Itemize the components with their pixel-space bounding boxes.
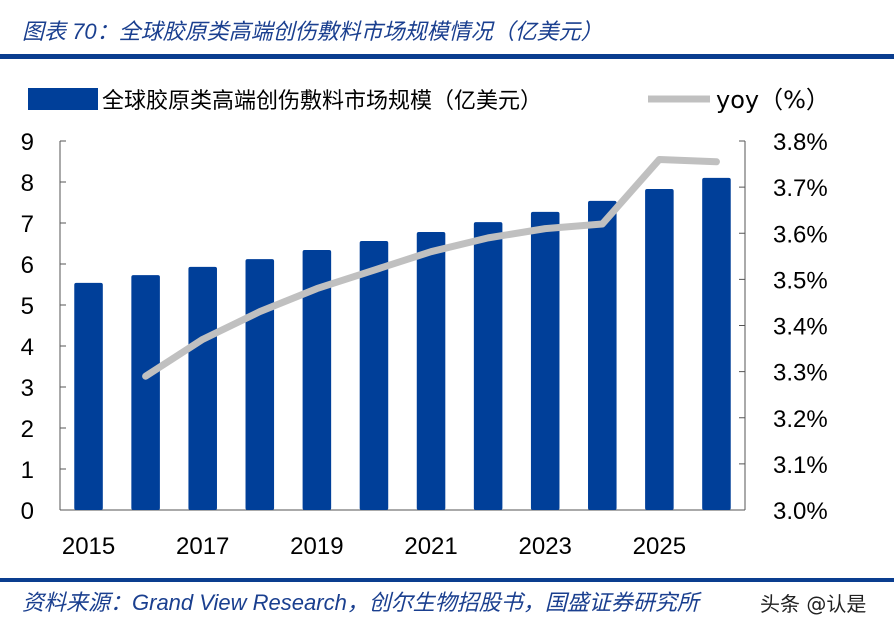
y-left-tick-label: 3: [21, 375, 34, 402]
x-tick-label: 2015: [62, 533, 115, 560]
y-left-tick-label: 2: [21, 416, 34, 443]
y-left-tick-label: 0: [21, 498, 34, 525]
bar-2024: [588, 200, 617, 511]
top-divider: [0, 54, 894, 59]
bar-2020: [359, 241, 389, 511]
y-left-tick-label: 1: [21, 457, 34, 484]
y-right-tick-label: 3.8%: [773, 129, 828, 156]
watermark: 头条 @认是: [760, 592, 867, 616]
legend-bar-label: 全球胶原类高端创伤敷料市场规模（亿美元）: [102, 89, 542, 114]
y-right-tick-label: 3.3%: [773, 360, 828, 387]
y-right-tick-label: 3.0%: [773, 498, 828, 525]
x-tick-label: 2023: [519, 533, 572, 560]
y-left-tick-label: 8: [21, 170, 34, 197]
y-left-tick-label: 6: [21, 252, 34, 279]
bar-2017: [188, 266, 217, 510]
legend: 全球胶原类高端创伤敷料市场规模（亿美元） yoy（%）: [28, 86, 830, 114]
bar-2018: [245, 259, 275, 510]
legend-line-label: yoy（%）: [716, 86, 830, 114]
y-left-tick-label: 7: [21, 211, 34, 238]
bar-2021: [416, 232, 446, 510]
bar-2019: [302, 250, 332, 510]
y-right-tick-label: 3.7%: [773, 175, 828, 202]
bar-2026: [702, 177, 731, 510]
legend-bar-swatch: [28, 88, 98, 110]
bottom-divider: [0, 578, 894, 582]
y-right-tick-label: 3.1%: [773, 452, 828, 479]
y-right-tick-label: 3.2%: [773, 406, 828, 433]
bar-2022: [473, 222, 503, 510]
y-right-tick-label: 3.6%: [773, 221, 828, 248]
y-right-tick-label: 3.4%: [773, 314, 828, 341]
bar-2023: [530, 211, 560, 510]
figure-title: 图表 70：全球胶原类高端创伤敷料市场规模情况（亿美元）: [22, 19, 603, 44]
x-tick-label: 2019: [290, 533, 343, 560]
y-left-tick-label: 4: [21, 334, 34, 361]
yoy-line: [142, 155, 720, 380]
y-right-tick-label: 3.5%: [773, 267, 828, 294]
x-tick-label: 2017: [176, 533, 229, 560]
x-tick-label: 2021: [404, 533, 457, 560]
bar-2025: [645, 188, 674, 510]
x-tick-label: 2025: [633, 533, 686, 560]
bar-2016: [131, 275, 160, 510]
y-left-tick-label: 9: [21, 129, 34, 156]
source-note: 资料来源：Grand View Research，创尔生物招股书，国盛证券研究所: [22, 590, 699, 615]
bar-2015: [74, 282, 103, 510]
y-left-tick-label: 5: [21, 293, 34, 320]
chart: 全球胶原类高端创伤敷料市场规模（亿美元） yoy（%） 0 1 2 3 4 5 6 7 8 9 3.…: [21, 86, 830, 560]
